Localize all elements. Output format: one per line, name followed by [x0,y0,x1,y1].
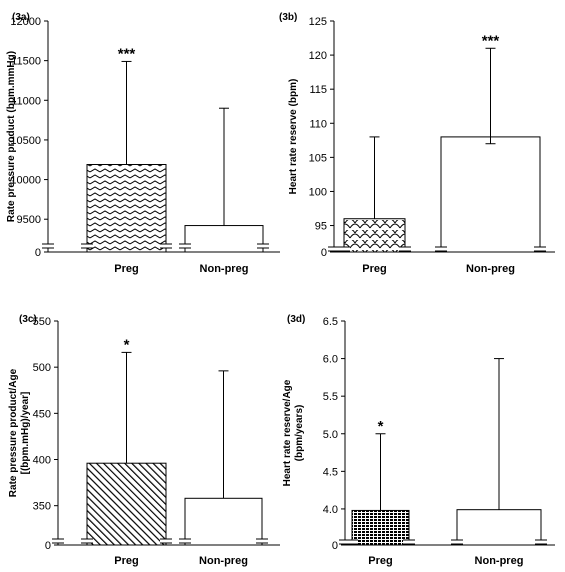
panel-label: (3b) [279,12,297,23]
axis-break-mark [179,243,191,249]
y-tick-label: 11500 [11,56,41,68]
panel-label: (3d) [287,314,305,325]
y-tick-label: 550 [33,316,51,328]
bar-non-preg [440,136,541,253]
y-tick-label: 105 [309,152,327,164]
bar-preg [86,462,167,546]
axis-break-mark [399,246,411,252]
axis-break-mark [42,243,54,249]
axis-break-mark [52,538,64,544]
category-label: Non-preg [466,263,515,275]
y-tick-label: 6.0 [323,354,338,366]
axis-break-mark [534,246,546,252]
axis-break-mark [535,539,547,545]
category-label: Preg [368,555,392,567]
axis-break-mark [81,538,93,544]
y-axis-label: Rate pressure product/Age [8,368,19,497]
y-tick-label: 5.5 [323,391,338,403]
y-tick-label: 350 [33,501,51,513]
axis-break-mark [160,538,172,544]
axis-break-mark [346,539,358,545]
y-tick-label: 9500 [17,214,41,226]
y-tick-label: 100 [309,186,327,198]
axis-break-mark [256,538,268,544]
bar-preg [343,218,406,253]
y-tick-label: 4.5 [323,466,338,478]
y-axis-label-units: (bpm/years) [294,405,305,462]
y-tick-label: 450 [33,408,51,420]
panel-3: (3c) 350 400 450 500 550 0 * Preg Non-preg Rate pr… [8,314,280,567]
category-label: Preg [114,555,138,567]
significance-marker: *** [482,32,500,49]
y-tick-label-zero: 0 [321,247,327,259]
axis-break-mark [160,243,172,249]
y-tick-label-zero: 0 [35,247,41,259]
y-axis-label: Rate pressure product (bpm.mmHg) [6,51,17,222]
y-tick-label: 400 [33,455,51,467]
y-tick-label-zero: 0 [332,540,338,552]
y-tick-label: 110 [309,118,327,130]
panel-2: (3b) 95 100 105 110 115 120 125 0 Preg *** Non-preg… [279,12,555,275]
significance-marker: *** [118,45,136,62]
y-tick-label: 95 [315,221,327,233]
axis-break-mark [435,246,447,252]
axis-break-mark [403,539,415,545]
panel-label: (3c) [19,314,37,325]
category-label: Non-preg [475,555,524,567]
panel-1: (3a) 9500 10000 10500 11000 11500 12000 0 *** Pre… [6,12,280,275]
y-tick-label: 115 [309,84,327,96]
y-tick-label: 6.5 [323,316,338,328]
axis-break-mark [338,246,350,252]
category-label: Non-preg [200,263,249,275]
bar-non-preg [184,225,264,253]
bar-preg [351,509,410,546]
category-label: Preg [114,263,138,275]
y-tick-label-zero: 0 [45,540,51,552]
y-axis-label: Heart rate reserve/Age [282,379,293,486]
y-tick-label: 5.0 [323,429,338,441]
axis-break-mark [257,243,269,249]
y-tick-label: 125 [309,16,327,28]
panel-4: (3d) 4.0 4.5 5.0 5.5 6.0 6.5 0 * Preg Non-preg Hear… [282,314,555,567]
axis-break-mark [451,539,463,545]
y-tick-label: 10000 [10,175,41,187]
y-axis-label-units: [(bpm.mHg)/year] [20,392,31,475]
bar-non-preg [456,509,542,546]
y-tick-label: 4.0 [323,504,338,516]
significance-marker: * [378,418,384,435]
bar-non-preg [184,497,263,546]
panel-label: (3a) [12,12,30,23]
y-tick-label: 10500 [10,135,41,147]
category-label: Non-preg [199,555,248,567]
y-tick-label: 120 [309,50,327,62]
y-tick-label: 500 [33,362,51,374]
significance-marker: * [124,336,130,353]
y-tick-label: 12000 [10,16,41,28]
y-axis-label: Heart rate reserve (bpm) [288,79,299,195]
axis-break-mark [81,243,93,249]
bar-preg [86,164,167,253]
axis-break-mark [179,538,191,544]
y-tick-label: 11000 [11,95,41,107]
category-label: Preg [362,263,386,275]
